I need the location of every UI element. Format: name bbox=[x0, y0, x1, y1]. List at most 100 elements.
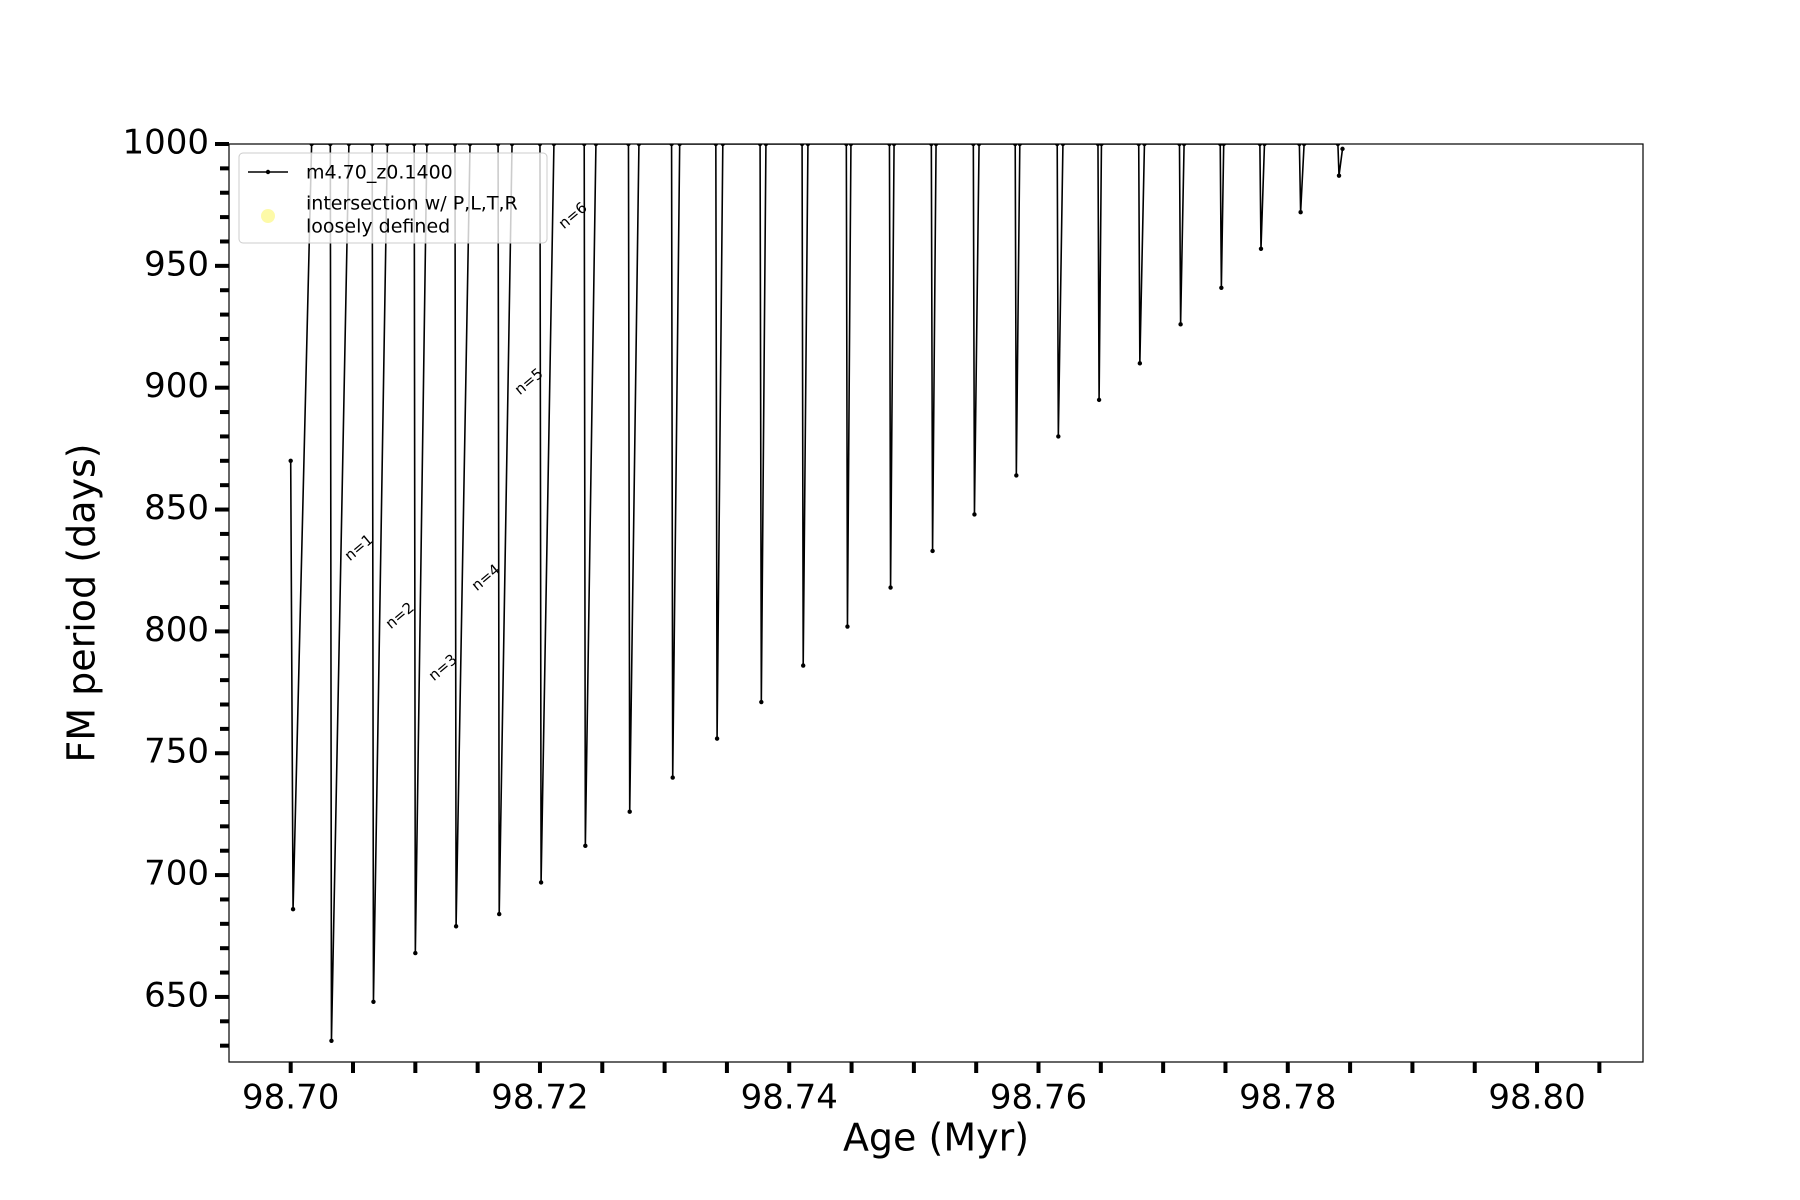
data-point bbox=[583, 843, 588, 849]
y-tick-label: 850 bbox=[144, 488, 209, 528]
data-point bbox=[1177, 144, 1182, 147]
data-point bbox=[537, 144, 543, 147]
plot-area bbox=[288, 144, 1345, 1043]
data-point bbox=[1013, 144, 1018, 147]
y-tick-label: 950 bbox=[144, 244, 209, 284]
y-axis-label: FM period (days) bbox=[60, 443, 104, 762]
data-point bbox=[714, 736, 720, 741]
data-point bbox=[669, 144, 674, 147]
data-point bbox=[1178, 322, 1183, 327]
annotation: n=2 bbox=[382, 598, 418, 632]
data-point bbox=[1335, 144, 1341, 147]
data-point bbox=[1055, 144, 1060, 147]
y-tick-label: 800 bbox=[144, 610, 209, 650]
data-point bbox=[976, 144, 982, 147]
data-point bbox=[424, 144, 430, 147]
y-tick-label: 650 bbox=[144, 975, 209, 1015]
legend-label: m4.70_z0.1400 bbox=[306, 162, 453, 184]
y-tick-label: 750 bbox=[144, 732, 209, 772]
data-point bbox=[328, 144, 333, 147]
data-point bbox=[626, 144, 631, 147]
data-point bbox=[413, 950, 418, 956]
data-point bbox=[1340, 146, 1345, 152]
data-point bbox=[887, 144, 892, 147]
data-point bbox=[1297, 144, 1302, 147]
data-point bbox=[888, 585, 893, 590]
legend-box bbox=[238, 152, 548, 244]
data-point bbox=[370, 144, 375, 147]
data-point bbox=[452, 144, 458, 147]
data-point bbox=[497, 911, 502, 917]
data-point bbox=[290, 907, 296, 912]
data-point bbox=[845, 624, 850, 629]
data-point bbox=[891, 144, 897, 147]
data-point bbox=[1056, 434, 1061, 439]
x-tick-label: 98.74 bbox=[741, 1078, 838, 1118]
data-point bbox=[800, 663, 806, 668]
data-point bbox=[844, 144, 849, 147]
data-point bbox=[1298, 210, 1303, 215]
data-point bbox=[593, 144, 599, 147]
data-point bbox=[848, 144, 854, 147]
data-point bbox=[1142, 144, 1147, 147]
y-tick-label: 700 bbox=[144, 854, 209, 894]
data-point bbox=[763, 144, 769, 147]
data-point bbox=[1219, 285, 1224, 290]
data-point bbox=[509, 144, 515, 147]
x-tick-label: 98.78 bbox=[1239, 1078, 1336, 1118]
data-point bbox=[757, 144, 763, 147]
legend-highlight-marker bbox=[261, 209, 275, 223]
data-point bbox=[1095, 144, 1101, 147]
data-point bbox=[495, 144, 501, 147]
data-point bbox=[930, 548, 935, 554]
data-point bbox=[933, 144, 939, 147]
data-point bbox=[1257, 144, 1263, 147]
data-point bbox=[1262, 144, 1267, 147]
legend-marker bbox=[265, 169, 271, 175]
data-point bbox=[677, 144, 682, 147]
data-point bbox=[1218, 144, 1223, 147]
data-point bbox=[799, 144, 805, 147]
data-point bbox=[929, 144, 934, 147]
data-point bbox=[412, 144, 417, 147]
y-tick-label: 900 bbox=[144, 366, 209, 406]
annotation: n=5 bbox=[511, 364, 547, 398]
y-tick-label: 1000 bbox=[122, 123, 209, 163]
data-point bbox=[551, 144, 557, 147]
legend-label: loosely defined bbox=[306, 216, 450, 238]
data-point bbox=[972, 512, 977, 517]
data-point bbox=[346, 144, 352, 147]
data-point bbox=[1137, 361, 1143, 366]
data-point bbox=[636, 144, 642, 147]
data-point bbox=[371, 999, 376, 1005]
data-point bbox=[720, 144, 726, 147]
data-point bbox=[1096, 397, 1102, 403]
data-point bbox=[1301, 144, 1307, 147]
x-tick-label: 98.80 bbox=[1488, 1078, 1585, 1118]
data-point bbox=[1258, 246, 1264, 251]
data-point bbox=[1221, 144, 1226, 147]
plot-frame bbox=[228, 143, 1644, 1063]
x-tick-label: 98.72 bbox=[491, 1078, 588, 1118]
data-point bbox=[713, 144, 719, 147]
data-point bbox=[1099, 144, 1104, 147]
data-point bbox=[670, 775, 675, 780]
data-point bbox=[1017, 144, 1023, 147]
data-point bbox=[1336, 173, 1342, 178]
data-point bbox=[759, 699, 764, 705]
data-point bbox=[538, 880, 544, 885]
data-point bbox=[1181, 144, 1187, 147]
data-point bbox=[805, 144, 811, 147]
data-point bbox=[309, 144, 314, 147]
data-point bbox=[288, 458, 293, 464]
data-point bbox=[329, 1038, 334, 1043]
x-tick-label: 98.70 bbox=[242, 1078, 339, 1118]
x-axis-label: Age (Myr) bbox=[843, 1116, 1029, 1160]
data-point bbox=[467, 144, 473, 147]
data-point bbox=[582, 144, 587, 147]
annotation: n=6 bbox=[555, 198, 591, 232]
data-point bbox=[1014, 473, 1019, 478]
x-tick-label: 98.76 bbox=[990, 1078, 1087, 1118]
data-point bbox=[385, 144, 390, 147]
